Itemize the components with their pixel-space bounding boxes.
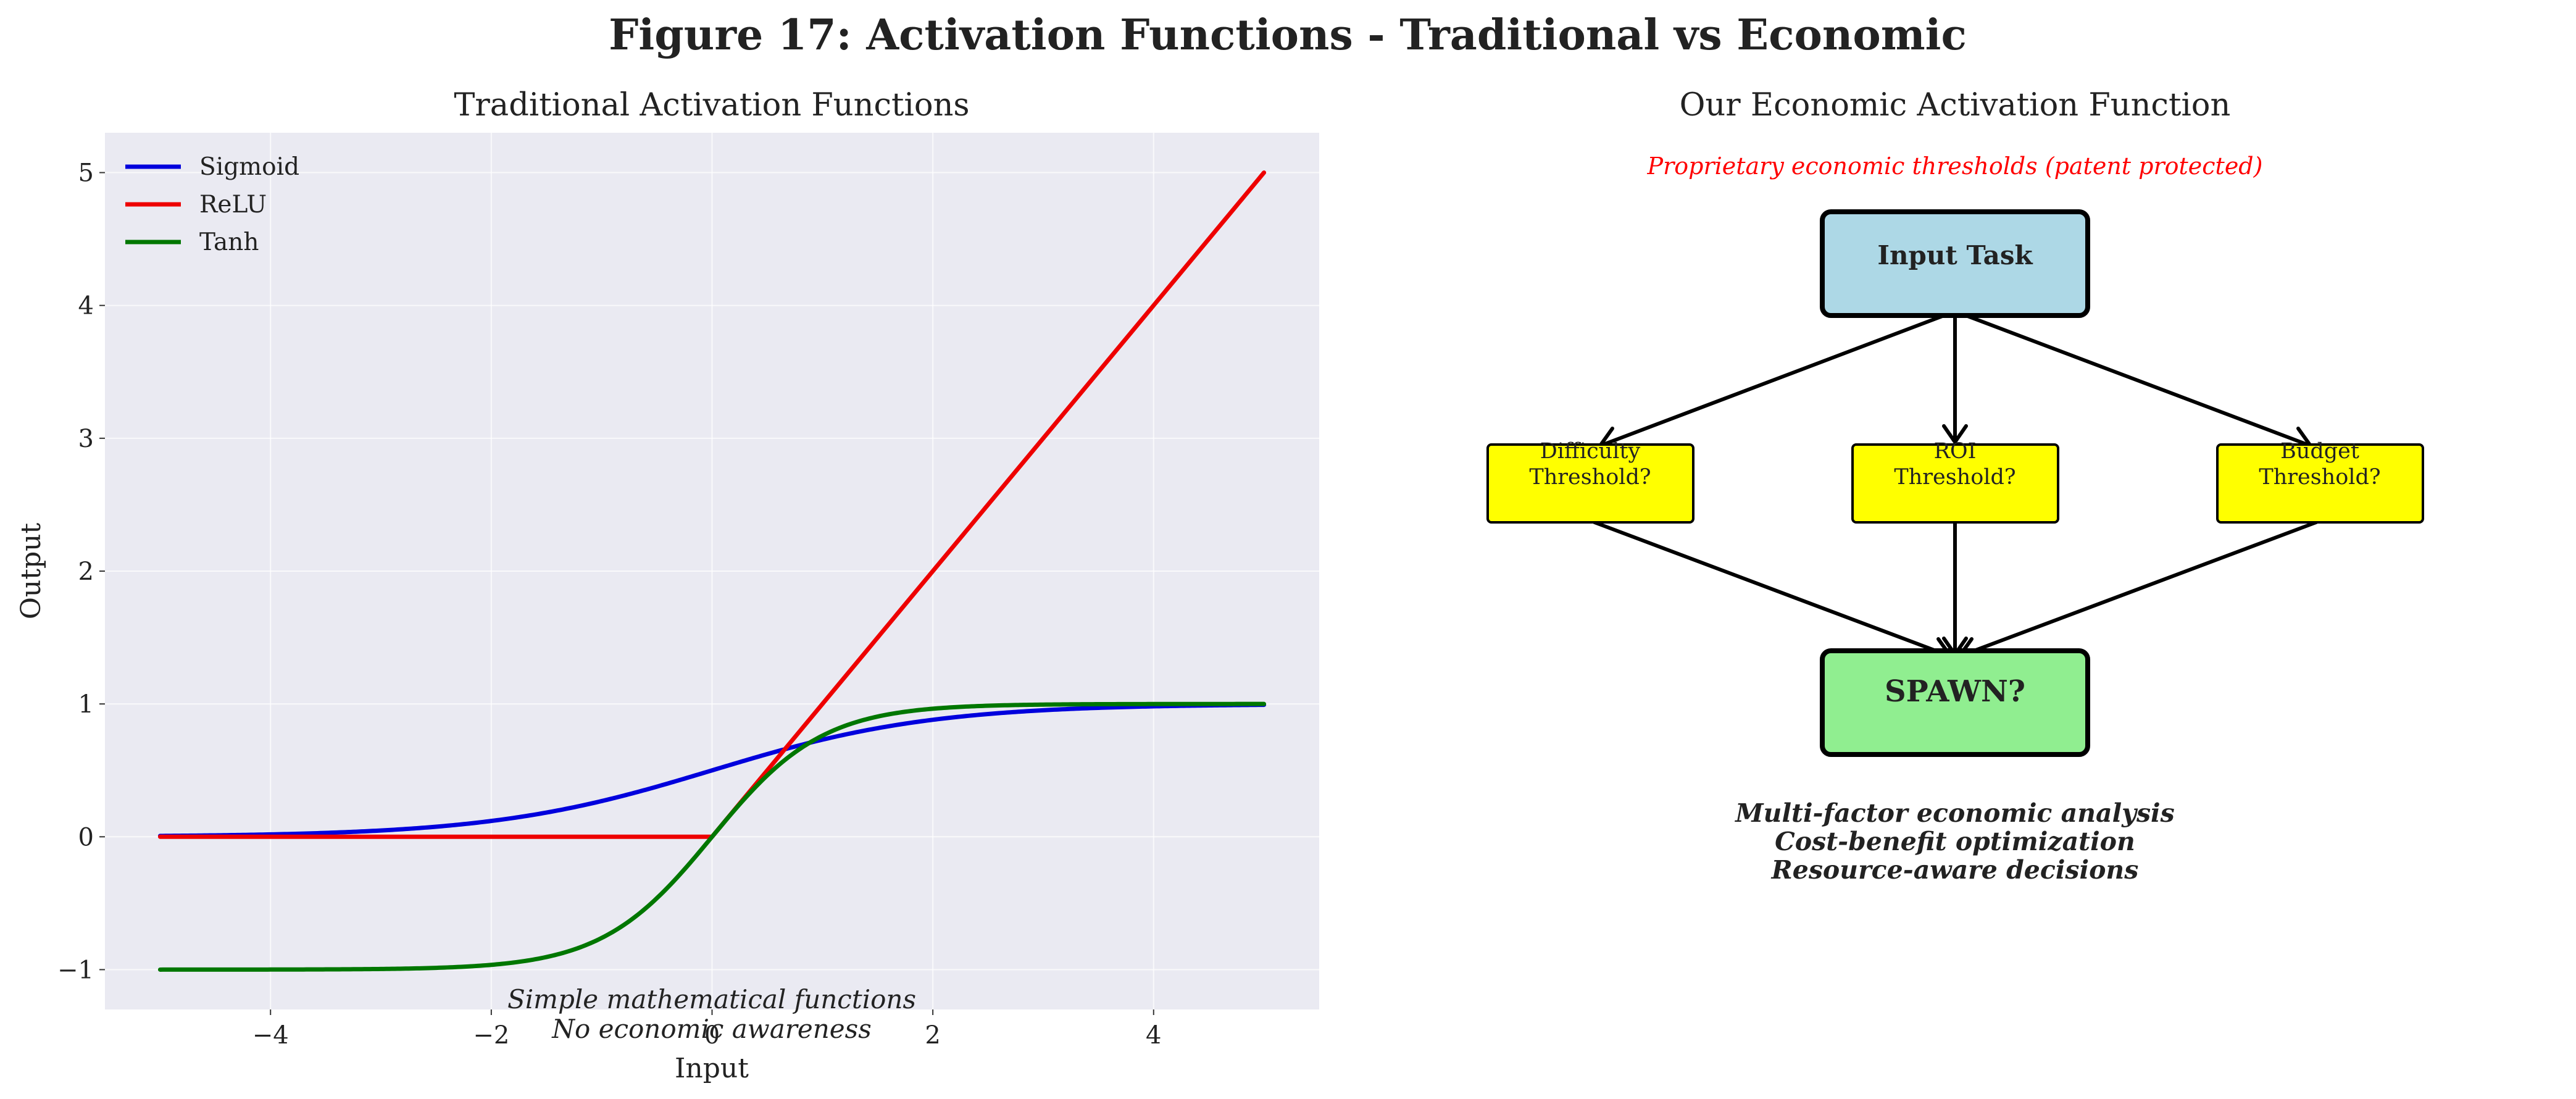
roi-threshold-label-line-1: ROI (1934, 439, 1977, 464)
arrow-difficulty-to-spawn (1594, 522, 1951, 656)
y-tick-label: −1 (57, 956, 94, 984)
x-axis-label: Input (675, 1053, 749, 1084)
y-tick-label: 0 (78, 823, 94, 851)
chart-title: Traditional Activation Functions (454, 87, 969, 123)
x-tick-label: −2 (473, 1021, 509, 1050)
diagram-summary-line-3: Resource-aware decisions (1771, 855, 2139, 885)
y-axis-ticks: −1 0 1 2 3 4 5 (57, 159, 105, 985)
y-tick-label: 2 (78, 558, 94, 586)
input-task-label: Input Task (1877, 240, 2033, 270)
y-axis-label: Output (15, 523, 47, 620)
activation-line-chart: −4 −2 0 2 4 −1 0 1 2 3 4 5 Input Output Sigmoid Re… (15, 133, 1319, 1084)
legend-label-relu: ReLU (199, 191, 267, 219)
diagram-summary-line-2: Cost-benefit optimization (1775, 827, 2135, 856)
x-tick-label: −4 (252, 1021, 289, 1050)
arrow-input-to-budget (1956, 312, 2311, 446)
y-tick-label: 4 (78, 292, 94, 320)
arrow-budget-to-spawn (1959, 522, 2316, 656)
y-tick-label: 1 (78, 690, 94, 719)
legend-label-sigmoid: Sigmoid (199, 153, 299, 181)
diagram-note: Proprietary economic thresholds (patent … (1647, 153, 2263, 180)
diagram-summary-line-1: Multi-factor economic analysis (1734, 798, 2174, 828)
y-tick-label: 5 (78, 159, 94, 188)
chart-annotation-line-1: Simple mathematical functions (507, 984, 916, 1014)
difficulty-threshold-label-line-2: Threshold? (1529, 465, 1651, 490)
chart-annotation-line-2: No economic awareness (551, 1014, 872, 1044)
legend-label-tanh: Tanh (199, 228, 259, 256)
budget-threshold-label-line-1: Budget (2280, 439, 2359, 464)
economic-activation-diagram: Our Economic Activation Function Proprie… (1488, 87, 2423, 885)
budget-threshold-label-line-2: Threshold? (2259, 465, 2380, 490)
y-tick-label: 3 (78, 425, 94, 453)
spawn-label: SPAWN? (1885, 674, 2025, 709)
x-tick-label: 4 (1146, 1021, 1161, 1050)
figure-title: Figure 17: Activation Functions - Tradit… (609, 10, 1967, 60)
arrow-input-to-difficulty (1600, 312, 1954, 446)
difficulty-threshold-label-line-1: Difficulty (1540, 439, 1641, 464)
roi-threshold-label-line-2: Threshold? (1894, 465, 2015, 490)
diagram-title: Our Economic Activation Function (1680, 87, 2231, 123)
x-tick-label: 2 (925, 1021, 940, 1050)
